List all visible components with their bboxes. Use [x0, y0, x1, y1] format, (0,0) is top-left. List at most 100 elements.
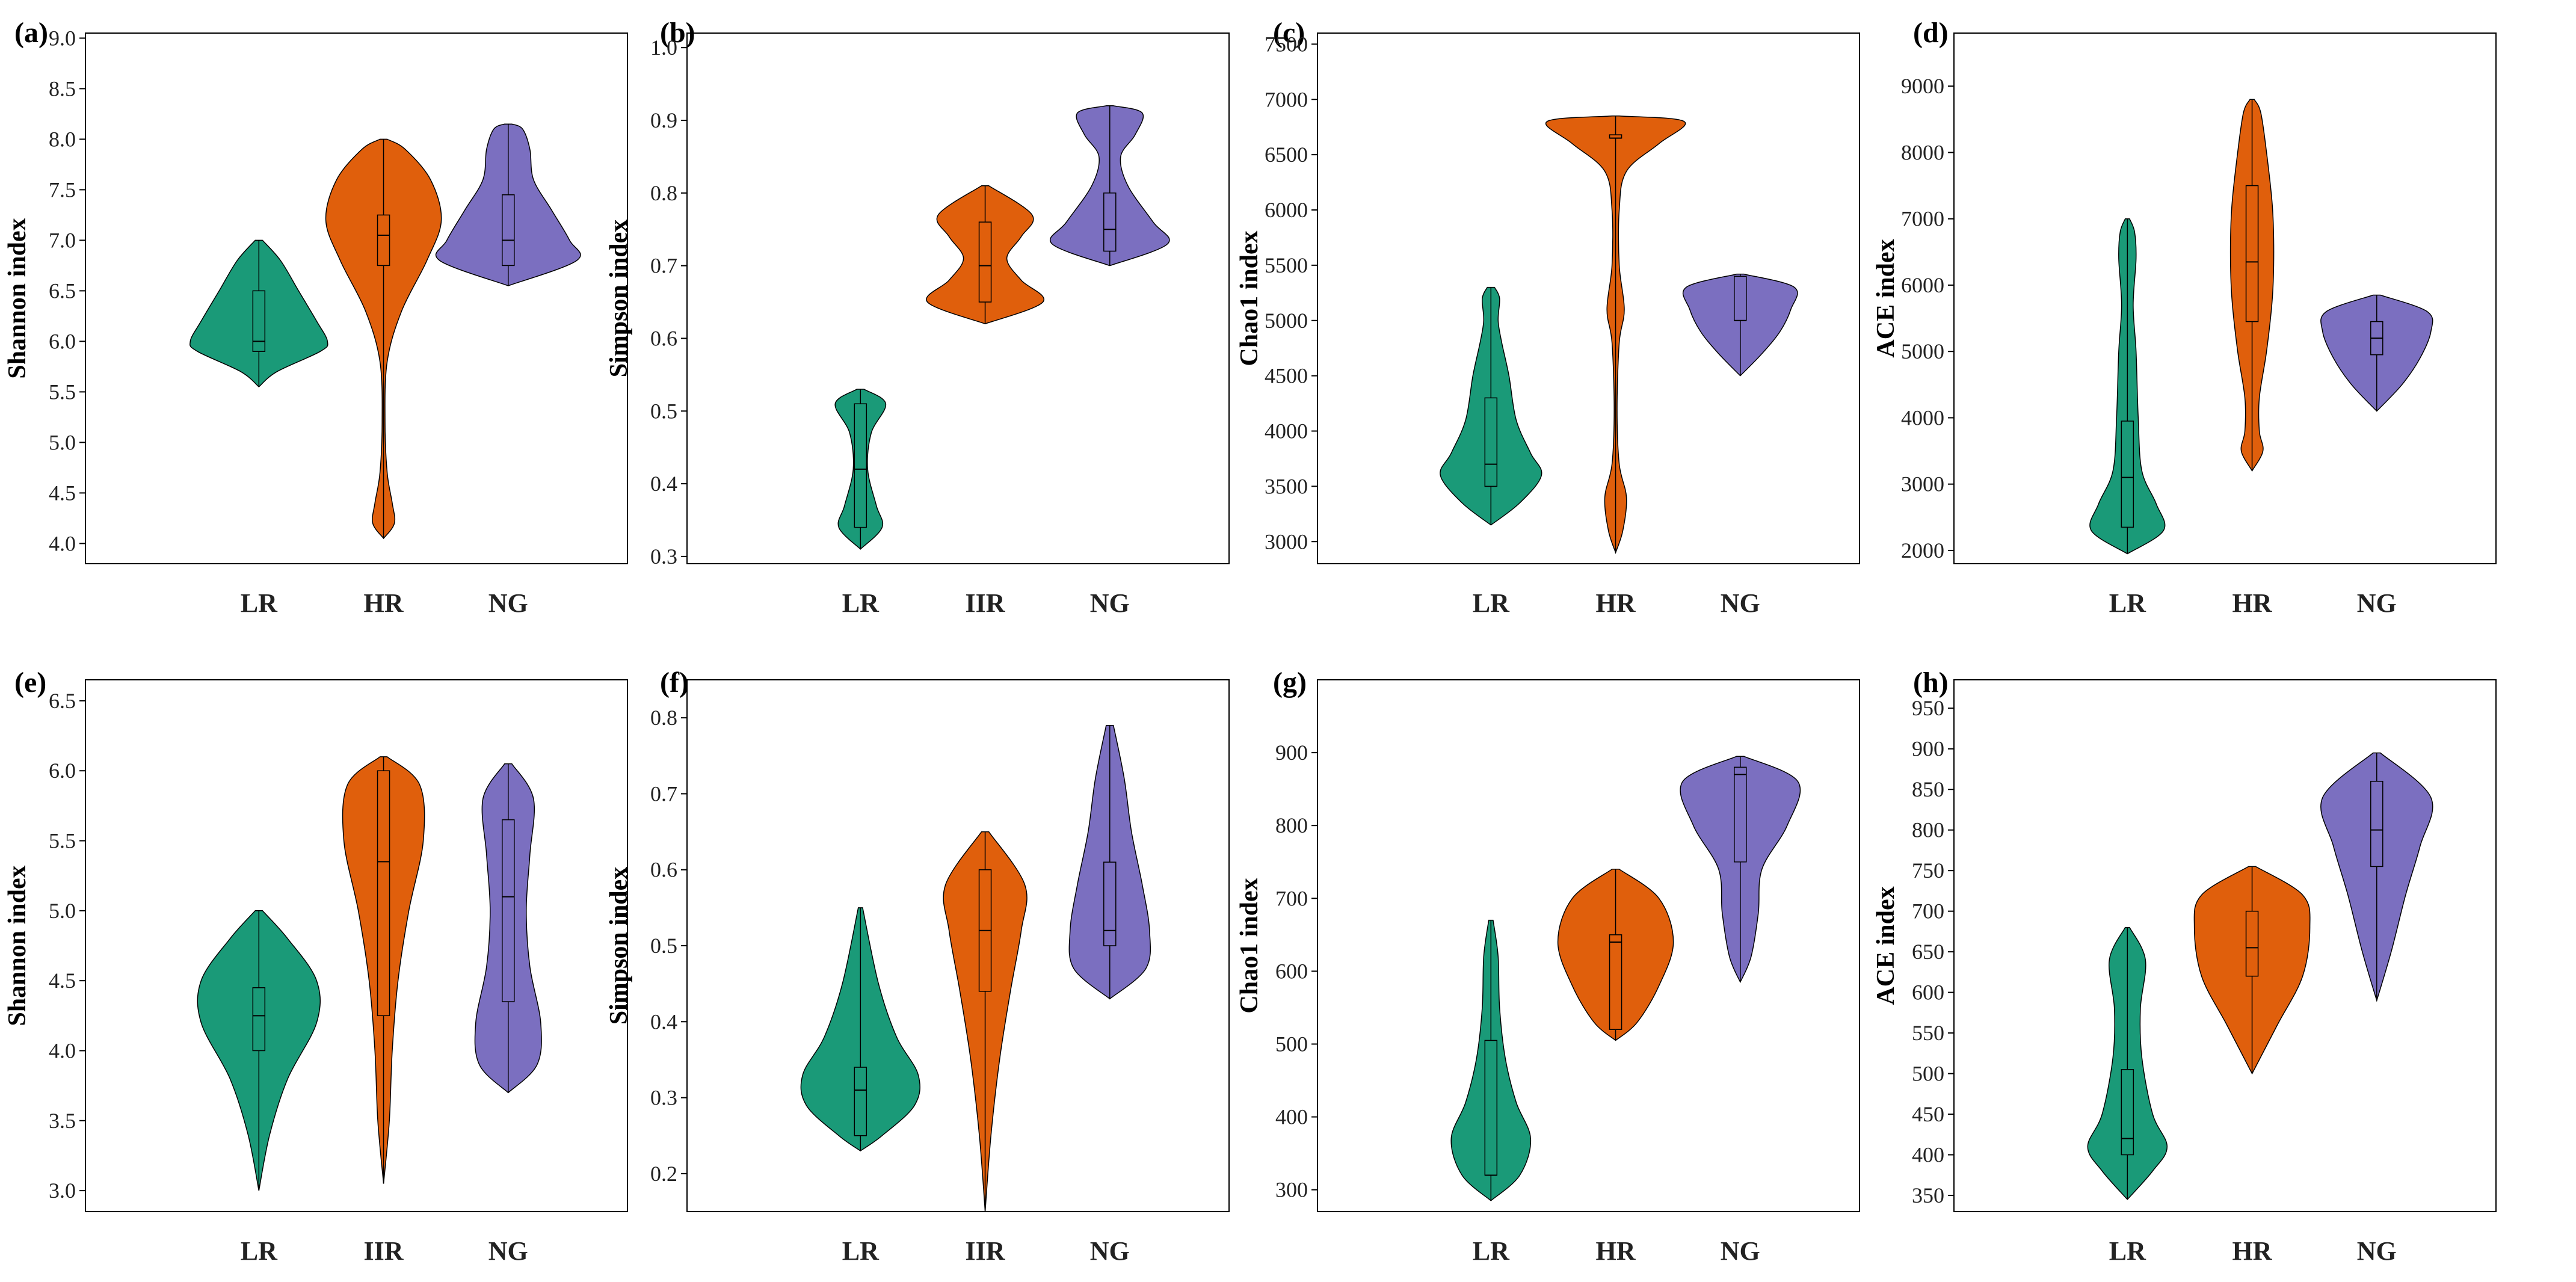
box-ng	[502, 194, 515, 267]
y-tick-label: 600	[1275, 959, 1308, 983]
box-lr	[252, 987, 266, 1052]
x-category-label: LR	[241, 588, 278, 618]
plot-frame	[1317, 679, 1860, 1212]
box-hr	[2245, 910, 2259, 977]
y-tick-label: 700	[1275, 886, 1308, 910]
y-tick-label: 5.5	[49, 829, 76, 853]
panel-label: (d)	[1913, 17, 1949, 49]
x-category-label: IIR	[966, 588, 1006, 618]
chart-panel-h: (h) 350 400 450 500 550 600 650 700 750 800 850 900 9…	[1872, 667, 2497, 1266]
y-tick-label: 9.0	[49, 26, 76, 50]
y-axis-title: Chao1 index	[1236, 230, 1263, 366]
y-tick-label: 5.0	[49, 430, 76, 454]
plot-frame	[1953, 679, 2497, 1212]
y-tick-label: 900	[1275, 741, 1308, 765]
panel-label: (a)	[14, 17, 48, 49]
x-category-label: LR	[842, 588, 880, 618]
box-lr	[2121, 1069, 2134, 1156]
x-category-label: LR	[2109, 588, 2146, 618]
box-lr	[854, 403, 867, 528]
y-tick-label: 0.4	[650, 1009, 677, 1034]
y-tick-label: 800	[1275, 813, 1308, 837]
x-category-label: NG	[488, 1236, 528, 1266]
box-hr	[978, 221, 992, 303]
y-tick-label: 6000	[1901, 273, 1944, 297]
chart-panel-f: (f) 0.2 0.3 0.4 0.5 0.6 0.7 0.8 Simpson index LR I…	[605, 667, 1230, 1266]
y-tick-label: 4000	[1901, 405, 1944, 430]
x-category-label: NG	[1721, 1236, 1760, 1266]
y-axis-title: Shannon index	[4, 218, 31, 378]
y-tick-label: 4500	[1265, 364, 1308, 388]
x-category-label: HR	[1596, 1236, 1636, 1266]
plot-frame	[686, 32, 1230, 564]
y-tick-label: 5.0	[49, 899, 76, 923]
y-tick-label: 8.0	[49, 127, 76, 151]
y-tick-label: 4.0	[49, 531, 76, 555]
box-lr	[1484, 1040, 1498, 1176]
y-tick-label: 450	[1912, 1102, 1944, 1126]
y-tick-label: 800	[1912, 818, 1944, 842]
y-tick-label: 6.5	[49, 279, 76, 303]
y-tick-label: 6.0	[49, 329, 76, 353]
y-tick-label: 0.3	[650, 544, 677, 569]
x-category-label: LR	[1473, 588, 1510, 618]
y-tick-label: 3.5	[49, 1109, 76, 1133]
y-axis-title: Simpson index	[605, 867, 633, 1025]
y-tick-label: 0.5	[650, 934, 677, 958]
x-category-label: HR	[2232, 588, 2273, 618]
box-lr	[1484, 397, 1498, 487]
box-ng	[1734, 766, 1747, 863]
y-tick-label: 550	[1912, 1021, 1944, 1045]
y-tick-label: 7500	[1265, 32, 1308, 56]
y-axis-title: ACE index	[1872, 239, 1900, 357]
y-tick-label: 6500	[1265, 143, 1308, 167]
y-tick-label: 500	[1275, 1032, 1308, 1056]
x-category-label: HR	[364, 588, 404, 618]
y-tick-label: 300	[1275, 1178, 1308, 1202]
box-ng	[502, 819, 515, 1002]
panel-label: (h)	[1913, 667, 1949, 698]
y-tick-label: 900	[1912, 737, 1944, 761]
y-tick-label: 5000	[1265, 309, 1308, 333]
y-tick-label: 700	[1912, 899, 1944, 923]
x-category-label: IIR	[966, 1236, 1006, 1266]
y-axis-title: Shannon index	[4, 865, 31, 1026]
y-axis-title: Chao1 index	[1236, 878, 1263, 1013]
box-lr	[2121, 421, 2134, 528]
x-category-label: NG	[1721, 588, 1760, 618]
y-tick-label: 8000	[1901, 140, 1944, 164]
y-tick-label: 4.0	[49, 1038, 76, 1062]
box-lr	[854, 1067, 867, 1136]
y-tick-label: 5.5	[49, 380, 76, 404]
panel-label: (c)	[1273, 17, 1305, 49]
y-axis-title: Simpson index	[605, 220, 633, 378]
y-tick-label: 500	[1912, 1062, 1944, 1086]
y-tick-label: 650	[1912, 940, 1944, 964]
y-tick-label: 0.8	[650, 181, 677, 205]
y-tick-label: 4000	[1265, 419, 1308, 443]
y-tick-label: 5000	[1901, 339, 1944, 363]
y-tick-label: 0.8	[650, 706, 677, 730]
y-tick-label: 3500	[1265, 474, 1308, 498]
box-ng	[1734, 276, 1747, 321]
box-lr	[252, 290, 266, 352]
y-tick-label: 6.5	[49, 689, 76, 713]
y-tick-label: 3000	[1901, 472, 1944, 496]
y-tick-label: 400	[1275, 1105, 1308, 1129]
y-tick-label: 0.9	[650, 108, 677, 132]
x-category-label: LR	[241, 1236, 278, 1266]
y-tick-label: 7000	[1265, 87, 1308, 111]
plot-frame	[85, 679, 628, 1212]
box-hr	[2245, 185, 2259, 322]
y-tick-label: 600	[1912, 981, 1944, 1005]
y-tick-label: 8.5	[49, 76, 76, 100]
y-tick-label: 7.5	[49, 177, 76, 202]
y-tick-label: 0.2	[650, 1162, 677, 1186]
y-tick-label: 4.5	[49, 969, 76, 993]
y-tick-label: 0.3	[650, 1086, 677, 1110]
box-hr	[377, 770, 390, 1017]
y-tick-label: 3.0	[49, 1179, 76, 1203]
x-category-label: HR	[2232, 1236, 2273, 1266]
y-tick-label: 3000	[1265, 529, 1308, 553]
